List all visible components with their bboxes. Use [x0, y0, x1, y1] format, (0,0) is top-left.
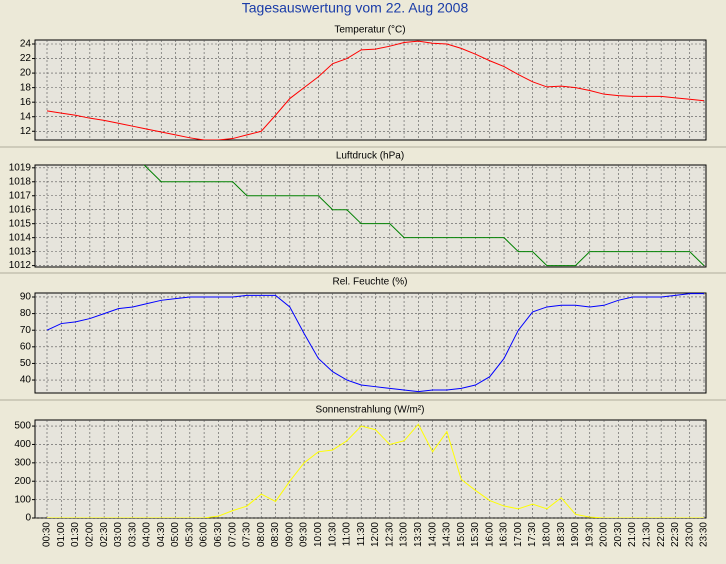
x-tick-label: 18:00 — [542, 522, 553, 547]
x-tick-label: 01:00 — [56, 522, 67, 547]
data-line — [143, 165, 705, 267]
y-tick-label: 1014 — [9, 232, 32, 243]
x-tick-label: 15:00 — [456, 522, 467, 547]
y-tick-label: 90 — [20, 292, 32, 303]
y-tick-label: 1019 — [9, 162, 32, 173]
x-tick-label: 13:00 — [399, 522, 410, 547]
x-tick-label: 13:30 — [413, 522, 424, 547]
x-tick-label: 03:00 — [113, 522, 124, 547]
x-tick-label: 22:00 — [656, 522, 667, 547]
x-tick-label: 06:30 — [213, 522, 224, 547]
x-tick-label: 09:30 — [299, 522, 310, 547]
x-tick-label: 14:30 — [442, 522, 453, 547]
x-tick-label: 16:30 — [499, 522, 510, 547]
plot-area — [34, 39, 707, 141]
y-tick-label: 60 — [20, 341, 32, 352]
x-tick-label: 03:30 — [127, 522, 138, 547]
plot-area — [34, 419, 707, 519]
y-tick-label: 12 — [20, 126, 32, 137]
x-tick-label: 20:30 — [613, 522, 624, 547]
y-tick-label: 500 — [14, 421, 31, 432]
x-tick-label: 02:00 — [84, 522, 95, 547]
y-tick-label: 300 — [14, 457, 31, 468]
plot-area — [34, 292, 707, 394]
x-tick-label: 22:30 — [670, 522, 681, 547]
x-tick-label: 12:30 — [384, 522, 395, 547]
x-tick-label: 08:30 — [270, 522, 281, 547]
y-tick-label: 1012 — [9, 260, 32, 271]
x-tick-label: 05:30 — [184, 522, 195, 547]
y-tick-label: 14 — [20, 111, 32, 122]
x-tick-label: 11:30 — [356, 522, 367, 547]
x-tick-label: 18:30 — [556, 522, 567, 547]
x-tick-label: 17:00 — [513, 522, 524, 547]
x-tick-label: 01:30 — [70, 522, 81, 547]
x-tick-label: 12:00 — [370, 522, 381, 547]
x-tick-label: 09:00 — [284, 522, 295, 547]
x-tick-label: 10:30 — [327, 522, 338, 547]
panel-title: Sonnenstrahlung (W/m²) — [316, 405, 425, 416]
y-tick-label: 80 — [20, 308, 32, 319]
panel-title: Temperatur (°C) — [334, 25, 405, 36]
x-tick-label: 02:30 — [99, 522, 110, 547]
y-tick-label: 1018 — [9, 176, 32, 187]
x-tick-label: 23:00 — [684, 522, 695, 547]
y-tick-label: 50 — [20, 358, 32, 369]
x-tick-label: 19:00 — [570, 522, 581, 547]
data-line — [46, 40, 705, 140]
x-tick-label: 11:00 — [342, 522, 353, 547]
data-line — [47, 423, 704, 518]
y-tick-label: 24 — [20, 39, 32, 50]
y-tick-label: 100 — [14, 494, 31, 505]
x-tick-label: 04:30 — [156, 522, 167, 547]
x-tick-label: 17:30 — [527, 522, 538, 547]
panel-title: Luftdruck (hPa) — [336, 151, 404, 162]
x-tick-label: 20:00 — [599, 522, 610, 547]
y-tick-label: 22 — [20, 53, 32, 64]
x-tick-label: 21:30 — [642, 522, 653, 547]
x-tick-label: 07:30 — [242, 522, 253, 547]
x-tick-label: 07:00 — [227, 522, 238, 547]
y-tick-label: 1017 — [9, 190, 32, 201]
x-tick-label: 10:00 — [313, 522, 324, 547]
x-tick-label: 08:00 — [256, 522, 267, 547]
x-tick-label: 21:00 — [627, 522, 638, 547]
x-tick-label: 00:30 — [42, 522, 53, 547]
x-tick-label: 14:00 — [427, 522, 438, 547]
y-tick-label: 200 — [14, 476, 31, 487]
y-tick-label: 40 — [20, 375, 32, 386]
y-tick-label: 0 — [25, 513, 31, 524]
y-tick-label: 70 — [20, 325, 32, 336]
x-tick-label: 05:00 — [170, 522, 181, 547]
panel-title: Rel. Feuchte (%) — [332, 277, 407, 288]
y-tick-label: 1015 — [9, 218, 32, 229]
y-tick-label: 400 — [14, 439, 31, 450]
y-tick-label: 16 — [20, 97, 32, 108]
data-line — [46, 293, 704, 393]
x-tick-label: 23:30 — [699, 522, 710, 547]
y-tick-label: 1016 — [9, 204, 32, 215]
x-tick-label: 15:30 — [470, 522, 481, 547]
page-title: Tagesauswertung vom 22. Aug 2008 — [242, 0, 469, 16]
y-tick-label: 18 — [20, 82, 32, 93]
y-tick-label: 20 — [20, 68, 32, 79]
x-tick-label: 19:30 — [584, 522, 595, 547]
x-tick-label: 16:00 — [484, 522, 495, 547]
y-tick-label: 1013 — [9, 246, 32, 257]
x-tick-label: 04:00 — [142, 522, 153, 547]
x-tick-label: 06:00 — [199, 522, 210, 547]
